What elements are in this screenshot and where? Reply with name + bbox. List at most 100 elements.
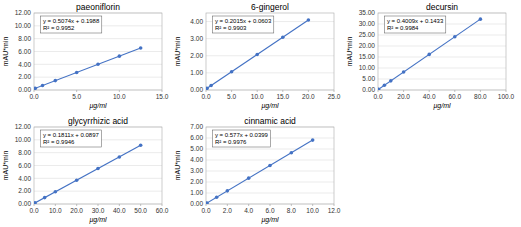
x-tick [227, 204, 228, 206]
y-tick-label: 4.00 [18, 175, 31, 182]
x-tick-label: 25.0 [328, 93, 341, 100]
y-tick-label: 15.00 [359, 53, 376, 60]
x-tick-label: 12.0 [328, 207, 341, 214]
y-tick-label: 10.00 [359, 64, 376, 71]
x-tick [98, 204, 99, 206]
y-axis-label: mAU*min [2, 37, 9, 67]
grid-line [378, 79, 506, 80]
y-axis-label: mAU*min [174, 151, 181, 181]
plot-frame [34, 127, 162, 204]
y-tick-label: 6.00 [190, 134, 203, 141]
grid-line [34, 165, 162, 166]
y-tick-label: 1.00 [190, 69, 203, 76]
y-tick-label: 20.00 [359, 42, 376, 49]
y-tick-label: 12.00 [15, 9, 32, 16]
y-tick-label: 2.00 [190, 178, 203, 185]
x-tick-label: 8.0 [287, 207, 296, 214]
marks [206, 138, 314, 204]
y-tick-label: 10.00 [15, 22, 32, 29]
x-tick [378, 90, 379, 92]
grid-line [34, 38, 162, 39]
y-tick-label: 3.00 [190, 167, 203, 174]
title: 6-gingerol [251, 2, 289, 12]
trend-line [34, 48, 141, 89]
annotation: R² = 0.9976 [215, 139, 247, 145]
x-tick-label: 2.0 [223, 207, 232, 214]
x-tick [162, 204, 163, 206]
x-tick [206, 90, 207, 92]
x-tick-label: 0.0 [201, 93, 210, 100]
y-tick-label: 4.00 [190, 156, 203, 163]
x-tick [454, 90, 455, 92]
grid-line [34, 51, 162, 52]
x-tick-label: 5.0 [227, 93, 236, 100]
x-tick [55, 204, 56, 206]
y-axis-label: mAU*min [174, 37, 181, 67]
annotation: y = 0.1811x + 0.0897 [43, 132, 100, 138]
y-tick-label: 10.00 [15, 136, 32, 143]
grid-line [34, 152, 162, 153]
plot-frame [206, 13, 334, 90]
plot-area [34, 13, 162, 90]
x-tick-label: 4.0 [244, 207, 253, 214]
x-axis-label: μg/ml [432, 102, 451, 110]
x-tick [119, 90, 120, 92]
x-tick-label: 30.0 [92, 207, 105, 214]
marks [34, 144, 142, 204]
x-tick-label: 60.0 [448, 93, 461, 100]
y-tick-label: 6.00 [18, 162, 31, 169]
x-tick-label: 10.0 [306, 207, 319, 214]
title: glycyrrhizic acid [68, 116, 128, 126]
x-tick-label: 40.0 [423, 93, 436, 100]
x-tick [506, 90, 507, 92]
x-tick [429, 90, 430, 92]
marks [34, 46, 142, 90]
plot-area [206, 13, 334, 90]
panel: 0.002.004.006.008.0010.0012.000.05.010.0… [2, 2, 169, 110]
y-tick-label: 8.00 [18, 35, 31, 42]
grid-line [206, 149, 334, 150]
plot-frame [34, 13, 162, 90]
x-axis-label: μg/ml [260, 216, 279, 224]
grid-line [206, 38, 334, 39]
y-tick-label: 2.00 [18, 187, 31, 194]
x-tick [162, 90, 163, 92]
panel: 0.001.002.003.004.000.05.010.015.020.025… [174, 2, 341, 110]
x-axis-label: μg/ml [260, 102, 279, 110]
plot-area [206, 127, 334, 204]
x-tick [403, 90, 404, 92]
x-tick-label: 80.0 [474, 93, 487, 100]
x-tick [34, 90, 35, 92]
x-tick [248, 204, 249, 206]
plot-frame [378, 13, 506, 90]
x-tick [119, 204, 120, 206]
annotation-box [212, 130, 270, 147]
figure: 0.002.004.006.008.0010.0012.000.05.010.0… [0, 0, 521, 227]
x-axis-label: μg/ml [88, 102, 107, 110]
x-tick-label: 60.0 [156, 207, 169, 214]
grid-line [206, 160, 334, 161]
x-tick [231, 90, 232, 92]
x-tick-label: 5.0 [72, 93, 81, 100]
y-tick-label: 8.00 [18, 149, 31, 156]
annotation-box [40, 16, 101, 33]
y-tick-label: 25.00 [359, 31, 376, 38]
panel: 0.001.002.003.004.005.006.007.000.02.04.… [174, 116, 341, 224]
x-tick [76, 204, 77, 206]
x-tick-label: 20.0 [70, 207, 83, 214]
x-tick-label: 20.0 [397, 93, 410, 100]
y-tick-label: 12.00 [15, 123, 32, 130]
x-tick [34, 204, 35, 206]
y-tick-label: 6.00 [18, 48, 31, 55]
x-tick [76, 90, 77, 92]
x-tick [270, 204, 271, 206]
y-tick-label: 7.00 [190, 123, 203, 130]
x-tick-label: 0.0 [29, 207, 38, 214]
annotation-box [384, 16, 445, 33]
grid-line [34, 77, 162, 78]
y-tick-label: 5.00 [362, 75, 375, 82]
x-tick [312, 204, 313, 206]
panel: 0.005.0010.0015.0020.0025.0030.0035.000.… [346, 2, 515, 110]
grid-line [378, 68, 506, 69]
annotation: R² = 0.9984 [387, 25, 419, 31]
